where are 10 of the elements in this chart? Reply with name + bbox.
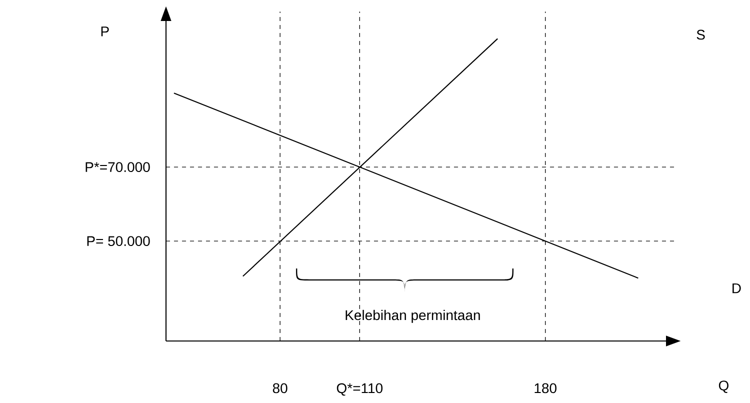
y-tick-label: P*=70.000 <box>86 162 150 172</box>
y-tick-label: P= 50.000 <box>87 236 150 246</box>
y-axis-title: P <box>101 26 109 36</box>
text: S <box>696 30 705 40</box>
annotation: Kelebihan permintaan <box>346 310 480 323</box>
x-axis-title: Q <box>718 380 728 393</box>
text: D <box>732 283 741 294</box>
x-tick-label: Q*=110 <box>336 383 383 396</box>
x-tick-label: 180 <box>534 383 556 394</box>
x-tick-label: 80 <box>272 383 288 394</box>
